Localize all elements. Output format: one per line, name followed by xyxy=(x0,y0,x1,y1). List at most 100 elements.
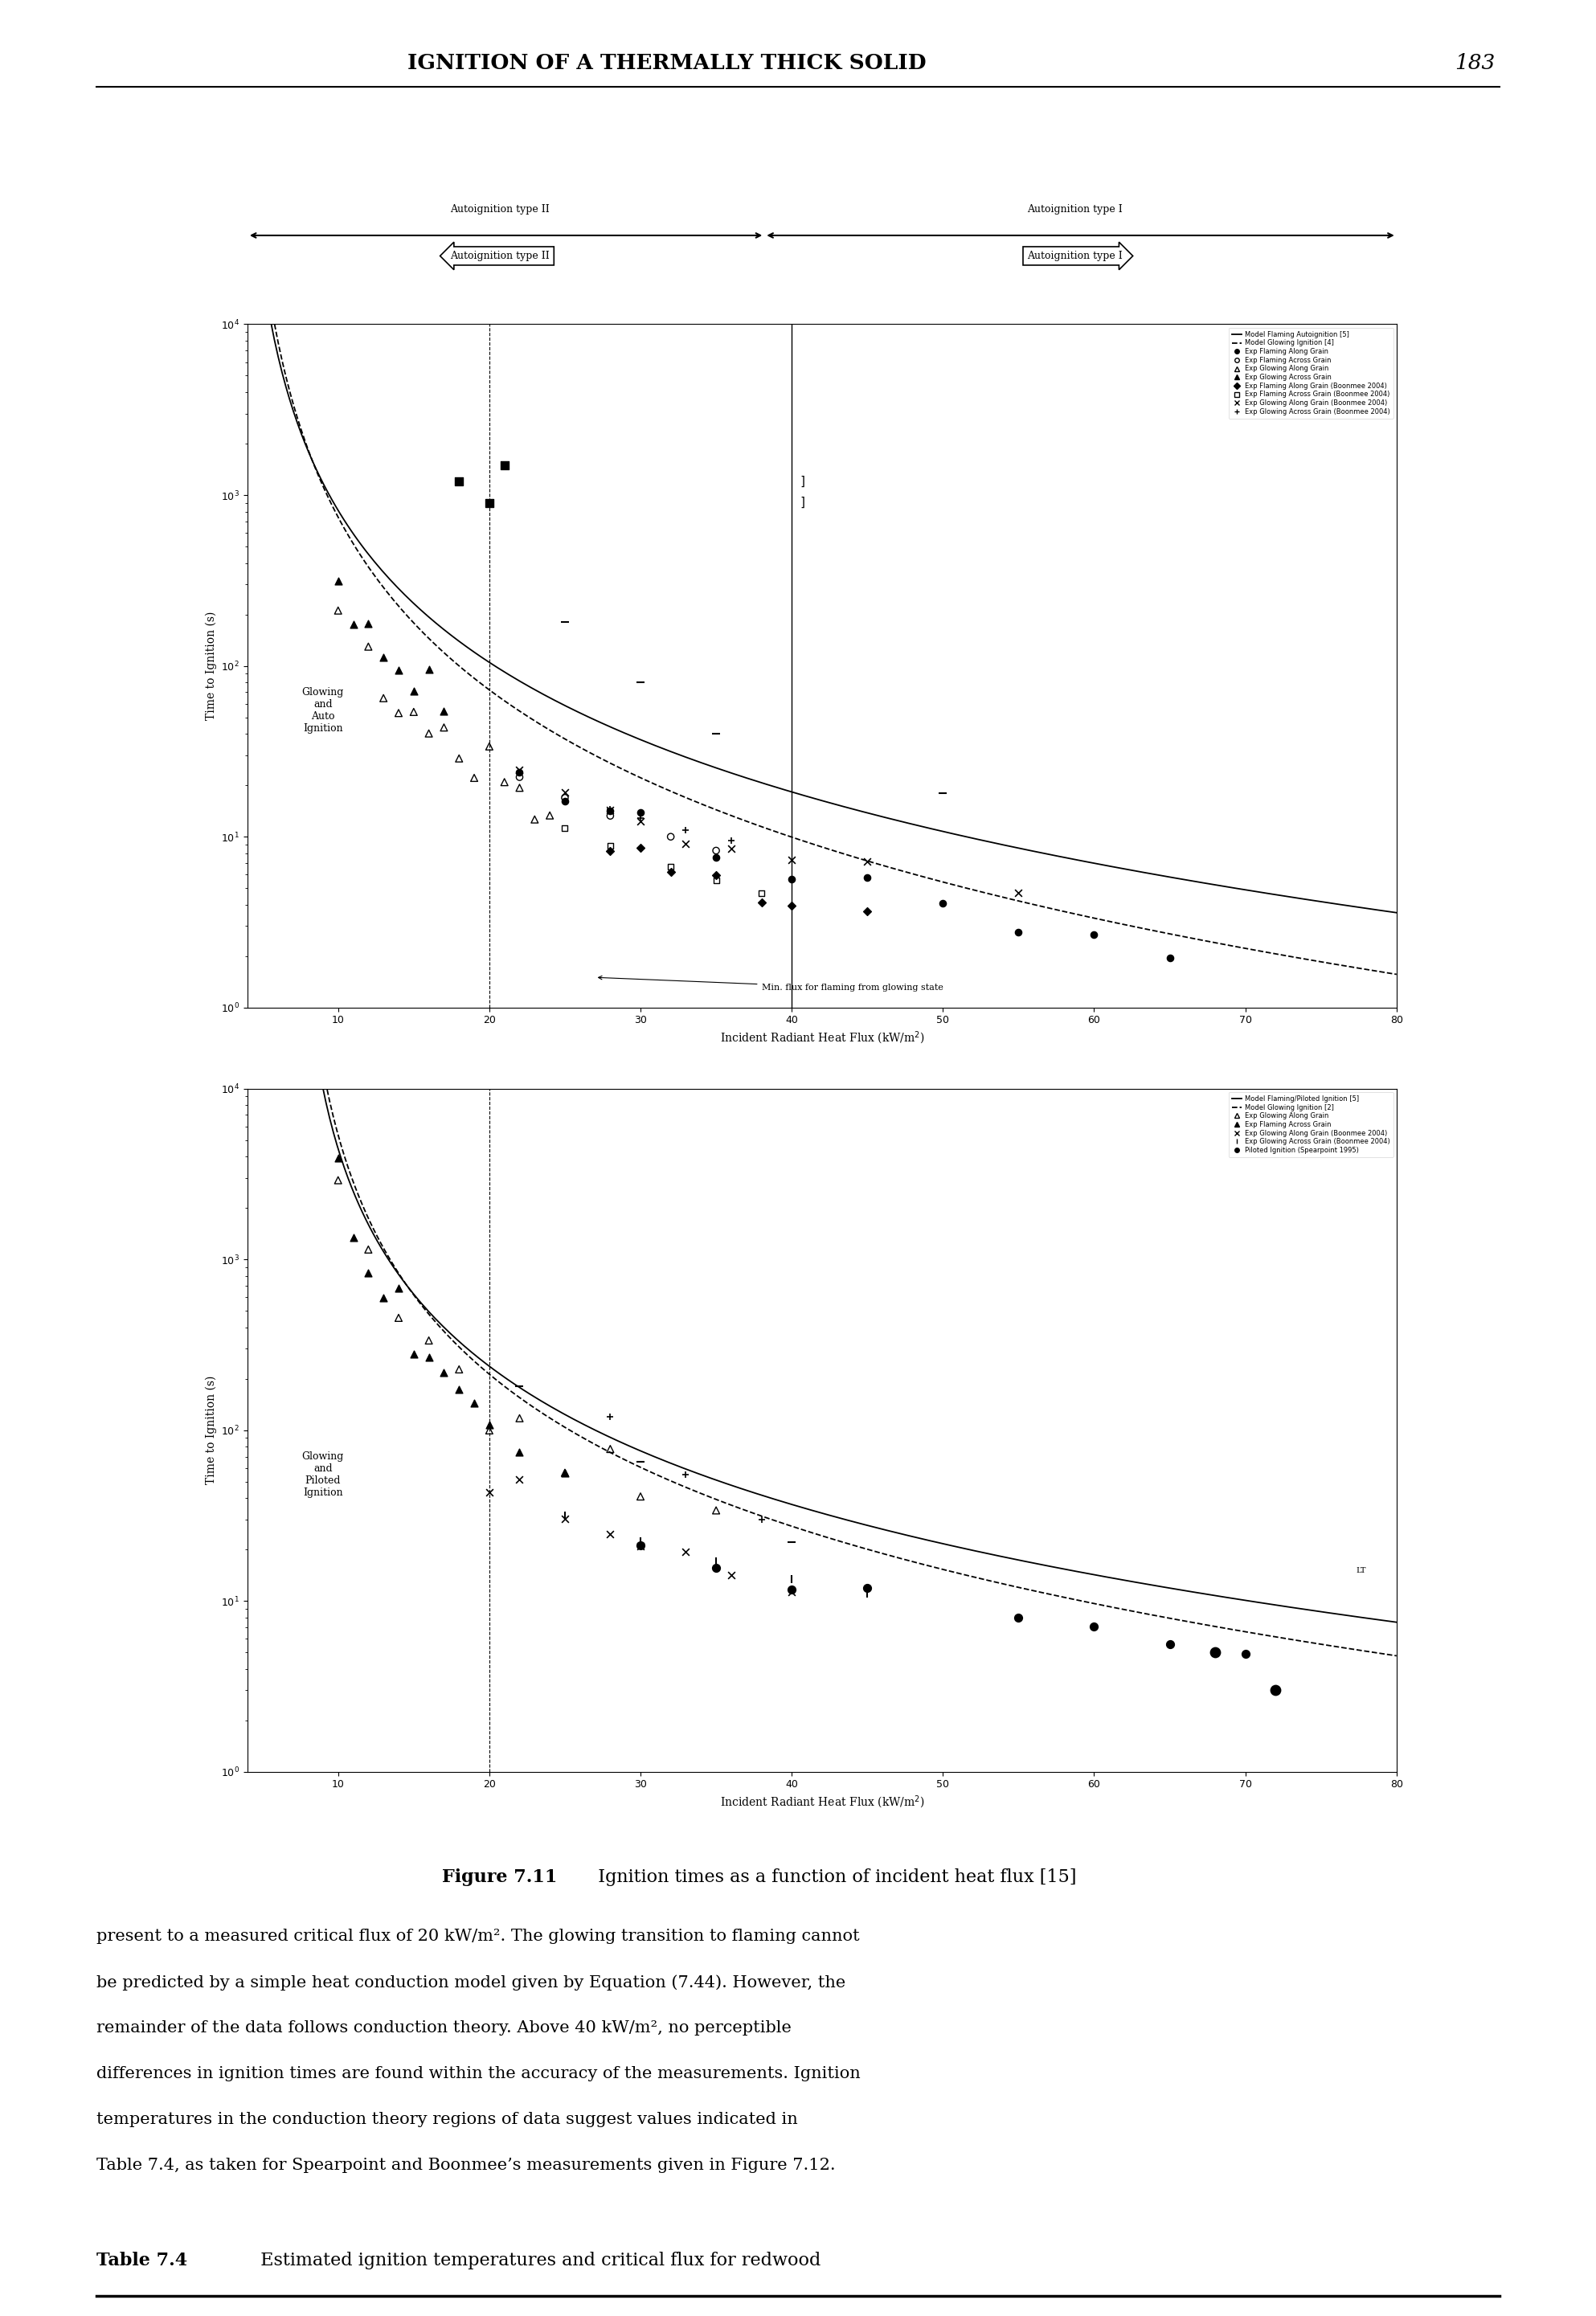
Y-axis label: Time to Ignition (s): Time to Ignition (s) xyxy=(204,1376,217,1485)
Point xyxy=(597,1515,622,1552)
Point xyxy=(536,797,562,834)
Point xyxy=(779,1524,804,1561)
Point xyxy=(779,1561,804,1598)
Point xyxy=(779,841,804,878)
Point xyxy=(1157,1626,1183,1663)
Point xyxy=(779,862,804,899)
Legend: Model Flaming Autoignition [5], Model Glowing Ignition [4], Exp Flaming Along Gr: Model Flaming Autoignition [5], Model Gl… xyxy=(1229,327,1393,419)
Point xyxy=(508,753,533,790)
Point xyxy=(1005,1598,1031,1635)
Point xyxy=(326,593,351,630)
Text: Table 7.4: Table 7.4 xyxy=(96,2251,187,2270)
Point xyxy=(1005,875,1031,913)
Point xyxy=(627,1443,653,1480)
Point xyxy=(326,1139,351,1177)
Point xyxy=(431,1355,456,1392)
Point xyxy=(597,834,622,871)
Text: LT: LT xyxy=(1357,1568,1366,1575)
Text: Glowing
and
Auto
Ignition: Glowing and Auto Ignition xyxy=(302,688,345,734)
Text: 183: 183 xyxy=(1454,53,1495,72)
Point xyxy=(356,604,381,642)
Point xyxy=(704,862,729,899)
Point xyxy=(854,1570,879,1607)
Point xyxy=(326,1163,351,1200)
Point xyxy=(417,1339,442,1376)
Point xyxy=(370,1278,396,1315)
Point xyxy=(370,679,396,716)
Point xyxy=(386,1269,412,1306)
Point xyxy=(627,794,653,831)
Point xyxy=(508,750,533,787)
Point xyxy=(508,1434,533,1471)
Point xyxy=(674,1457,699,1494)
Point xyxy=(658,818,683,855)
Point xyxy=(627,1524,653,1561)
Point xyxy=(718,1556,744,1593)
Point xyxy=(1262,1672,1288,1709)
Point xyxy=(704,838,729,875)
Point xyxy=(854,859,879,896)
Point xyxy=(597,1431,622,1468)
Point xyxy=(326,563,351,600)
Point xyxy=(477,1473,503,1510)
Point xyxy=(674,811,699,848)
Point xyxy=(431,709,456,746)
Text: Table 7.4, as taken for Spearpoint and Boonmee’s measurements given in Figure 7.: Table 7.4, as taken for Spearpoint and B… xyxy=(96,2159,835,2172)
Text: temperatures in the conduction theory regions of data suggest values indicated i: temperatures in the conduction theory re… xyxy=(96,2112,798,2126)
Point xyxy=(749,1501,774,1538)
Point xyxy=(1005,915,1031,952)
Point xyxy=(627,799,653,836)
Point xyxy=(552,774,578,811)
Point xyxy=(1082,1607,1108,1644)
Point xyxy=(492,764,517,801)
Y-axis label: Time to Ignition (s): Time to Ignition (s) xyxy=(204,611,217,720)
Point xyxy=(552,1498,578,1536)
Point xyxy=(597,797,622,834)
Point xyxy=(704,1549,729,1586)
Point xyxy=(340,1218,365,1255)
Text: Estimated ignition temperatures and critical flux for redwood: Estimated ignition temperatures and crit… xyxy=(249,2251,820,2270)
Point xyxy=(477,1413,503,1450)
Point xyxy=(854,843,879,880)
Point xyxy=(930,885,956,922)
Point xyxy=(930,774,956,811)
Point xyxy=(477,1406,503,1443)
X-axis label: Incident Radiant Heat Flux (kW/m$^2$): Incident Radiant Heat Flux (kW/m$^2$) xyxy=(720,1795,924,1811)
Point xyxy=(627,665,653,702)
Point xyxy=(461,1385,487,1422)
Point xyxy=(386,1299,412,1336)
Point xyxy=(401,692,426,730)
Point xyxy=(1232,1635,1258,1672)
X-axis label: Incident Radiant Heat Flux (kW/m$^2$): Incident Radiant Heat Flux (kW/m$^2$) xyxy=(720,1031,924,1047)
Point xyxy=(1082,917,1108,954)
Point xyxy=(627,1478,653,1515)
Point xyxy=(597,792,622,829)
Point xyxy=(401,1336,426,1373)
Point xyxy=(417,651,442,688)
Point xyxy=(356,628,381,665)
Point xyxy=(508,1461,533,1498)
Point xyxy=(854,892,879,929)
Point xyxy=(401,672,426,709)
Point xyxy=(477,484,503,521)
Point xyxy=(597,827,622,864)
Point xyxy=(597,792,622,829)
Point xyxy=(749,875,774,913)
Point xyxy=(508,769,533,806)
Text: remainder of the data follows conduction theory. Above 40 kW/m², no perceptible: remainder of the data follows conduction… xyxy=(96,2020,792,2036)
Point xyxy=(508,1369,533,1406)
Legend: Model Flaming/Piloted Ignition [5], Model Glowing Ignition [2], Exp Glowing Alon: Model Flaming/Piloted Ignition [5], Mode… xyxy=(1229,1091,1393,1158)
Point xyxy=(1202,1633,1227,1670)
Text: Ignition times as a function of incident heat flux [15]: Ignition times as a function of incident… xyxy=(587,1869,1076,1885)
Point xyxy=(552,808,578,845)
Text: Autoignition type II: Autoignition type II xyxy=(450,204,551,215)
Point xyxy=(552,783,578,820)
Point xyxy=(417,1322,442,1359)
Point xyxy=(356,1255,381,1292)
Point xyxy=(627,829,653,866)
Point xyxy=(386,651,412,688)
Point xyxy=(431,692,456,730)
Point xyxy=(627,1526,653,1563)
Point xyxy=(447,739,472,776)
Point xyxy=(627,1529,653,1566)
